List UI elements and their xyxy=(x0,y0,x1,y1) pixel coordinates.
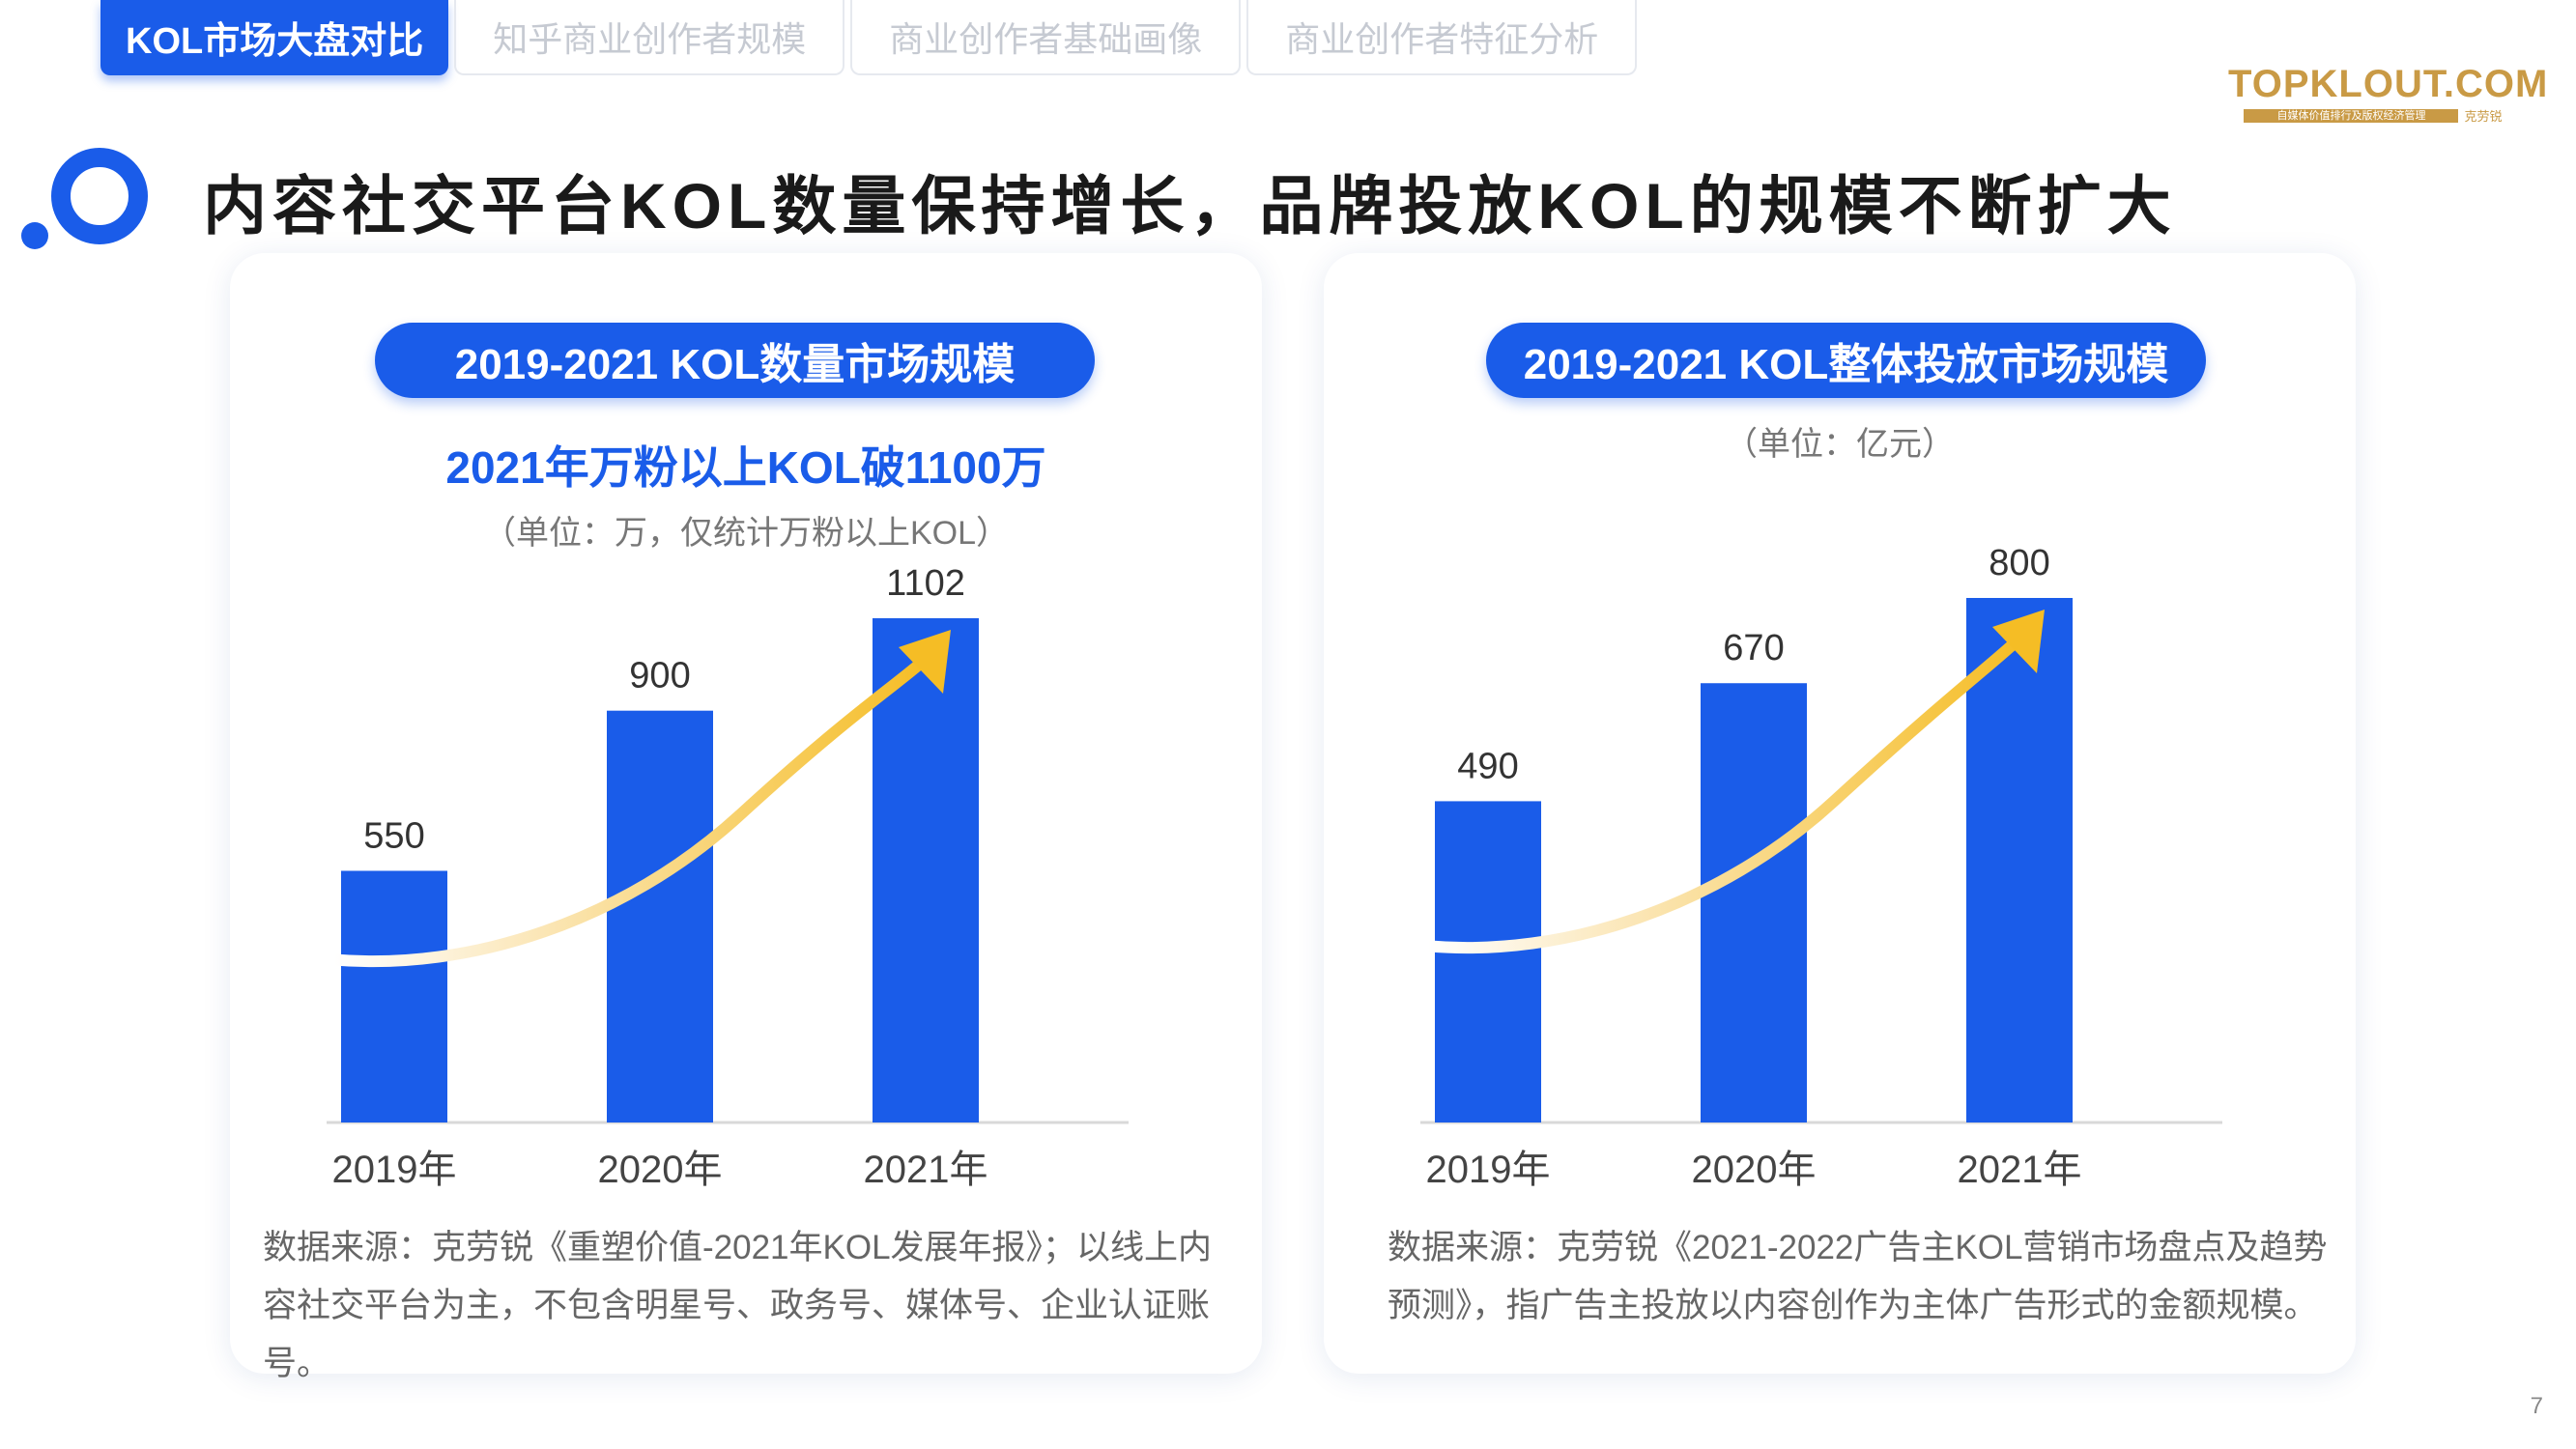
tab-creator-profile[interactable]: 商业创作者基础画像 xyxy=(850,0,1242,75)
kol-count-trend-arrow xyxy=(329,651,933,968)
kol-spend-bar xyxy=(1701,683,1807,1122)
logo-cn: 克劳锐 xyxy=(2464,109,2503,124)
kol-spend-source: 数据来源：克劳锐《2021-2022广告主KOL营销市场盘点及趋势预测》，指广告… xyxy=(1388,1229,2328,1324)
kol-spend-bar xyxy=(1435,801,1541,1122)
logo-tagline: 自媒体价值排行及版权经济管理 xyxy=(2244,108,2459,123)
kol-spend-chart: 490 2019年 670 2020年 800 2021年 xyxy=(1420,543,2222,1191)
kol-spend-bar xyxy=(1966,598,2073,1122)
kol-count-category-label: 2020年 xyxy=(598,1149,723,1191)
kol-spend-category-label: 2021年 xyxy=(1958,1149,2082,1191)
kol-spend-category-label: 2019年 xyxy=(1426,1149,1551,1191)
kol-spend-value-label: 800 xyxy=(1989,543,2049,583)
kol-spend-category-label: 2020年 xyxy=(1692,1149,1817,1191)
tab-creator-features[interactable]: 商业创作者特征分析 xyxy=(1246,0,1638,75)
page-title: 内容社交平台KOL数量保持增长，品牌投放KOL的规模不断扩大 xyxy=(203,170,2177,242)
kol-spend-unit: （单位：亿元） xyxy=(1725,426,1955,463)
kol-count-chart: 550 2019年 900 2020年 1102 2021年 xyxy=(327,563,1129,1191)
kol-spend-arrow-head-icon xyxy=(1992,610,2045,673)
logo-wordmark: TOPKLOUT.COM xyxy=(2228,63,2549,105)
kol-count-source: 数据来源：克劳锐《重塑价值-2021年KOL发展年报》；以线上内容社交平台为主，… xyxy=(263,1229,1213,1382)
tab-kol-market[interactable]: KOL市场大盘对比 xyxy=(100,0,449,75)
kol-spend-card: 2019-2021 KOL整体投放市场规模 （单位：亿元） 490 2019年 67… xyxy=(1324,253,2356,1374)
kol-spend-chart-title: 2019-2021 KOL整体投放市场规模 xyxy=(1486,323,2206,398)
topklout-logo: TOPKLOUT.COM 自媒体价值排行及版权经济管理 克劳锐 xyxy=(2228,62,2549,125)
kol-count-bar xyxy=(607,710,713,1122)
tab-bar: KOL市场大盘对比 知乎商业创作者规模 商业创作者基础画像 商业创作者特征分析 xyxy=(100,0,1643,77)
kol-count-chart-title: 2019-2021 KOL数量市场规模 xyxy=(375,323,1095,398)
kol-count-arrow-head-icon xyxy=(899,630,951,694)
kol-count-bar xyxy=(873,618,979,1122)
kol-count-category-label: 2019年 xyxy=(332,1149,457,1191)
kol-spend-value-label: 490 xyxy=(1457,746,1518,786)
kol-count-value-label: 550 xyxy=(363,815,424,856)
kol-spend-trend-arrow xyxy=(1422,631,2027,954)
decorative-circles-icon xyxy=(21,148,148,249)
kol-count-highlight: 2021年万粉以上KOL破1100万 xyxy=(445,442,1046,493)
kol-count-unit: （单位：万，仅统计万粉以上KOL） xyxy=(482,515,1010,552)
page-number: 7 xyxy=(2530,1393,2543,1419)
kol-count-value-label: 1102 xyxy=(886,563,965,604)
kol-spend-value-label: 670 xyxy=(1723,628,1784,668)
kol-count-card: 2019-2021 KOL数量市场规模 2021年万粉以上KOL破1100万 （… xyxy=(230,253,1262,1382)
kol-count-bar xyxy=(341,870,447,1122)
tab-zhihu-creator-scale[interactable]: 知乎商业创作者规模 xyxy=(454,0,845,75)
kol-count-value-label: 900 xyxy=(629,656,690,696)
kol-count-category-label: 2021年 xyxy=(864,1149,988,1191)
